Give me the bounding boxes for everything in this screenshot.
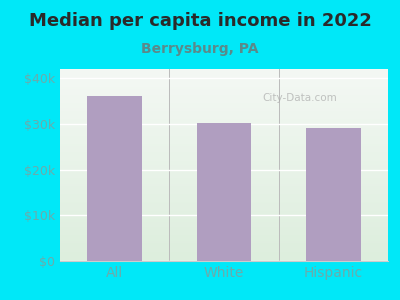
Text: Median per capita income in 2022: Median per capita income in 2022 <box>28 12 372 30</box>
Bar <box>306 128 361 261</box>
Bar <box>197 123 251 261</box>
Text: City-Data.com: City-Data.com <box>262 93 337 103</box>
Text: Berrysburg, PA: Berrysburg, PA <box>141 42 259 56</box>
Bar <box>87 95 142 261</box>
